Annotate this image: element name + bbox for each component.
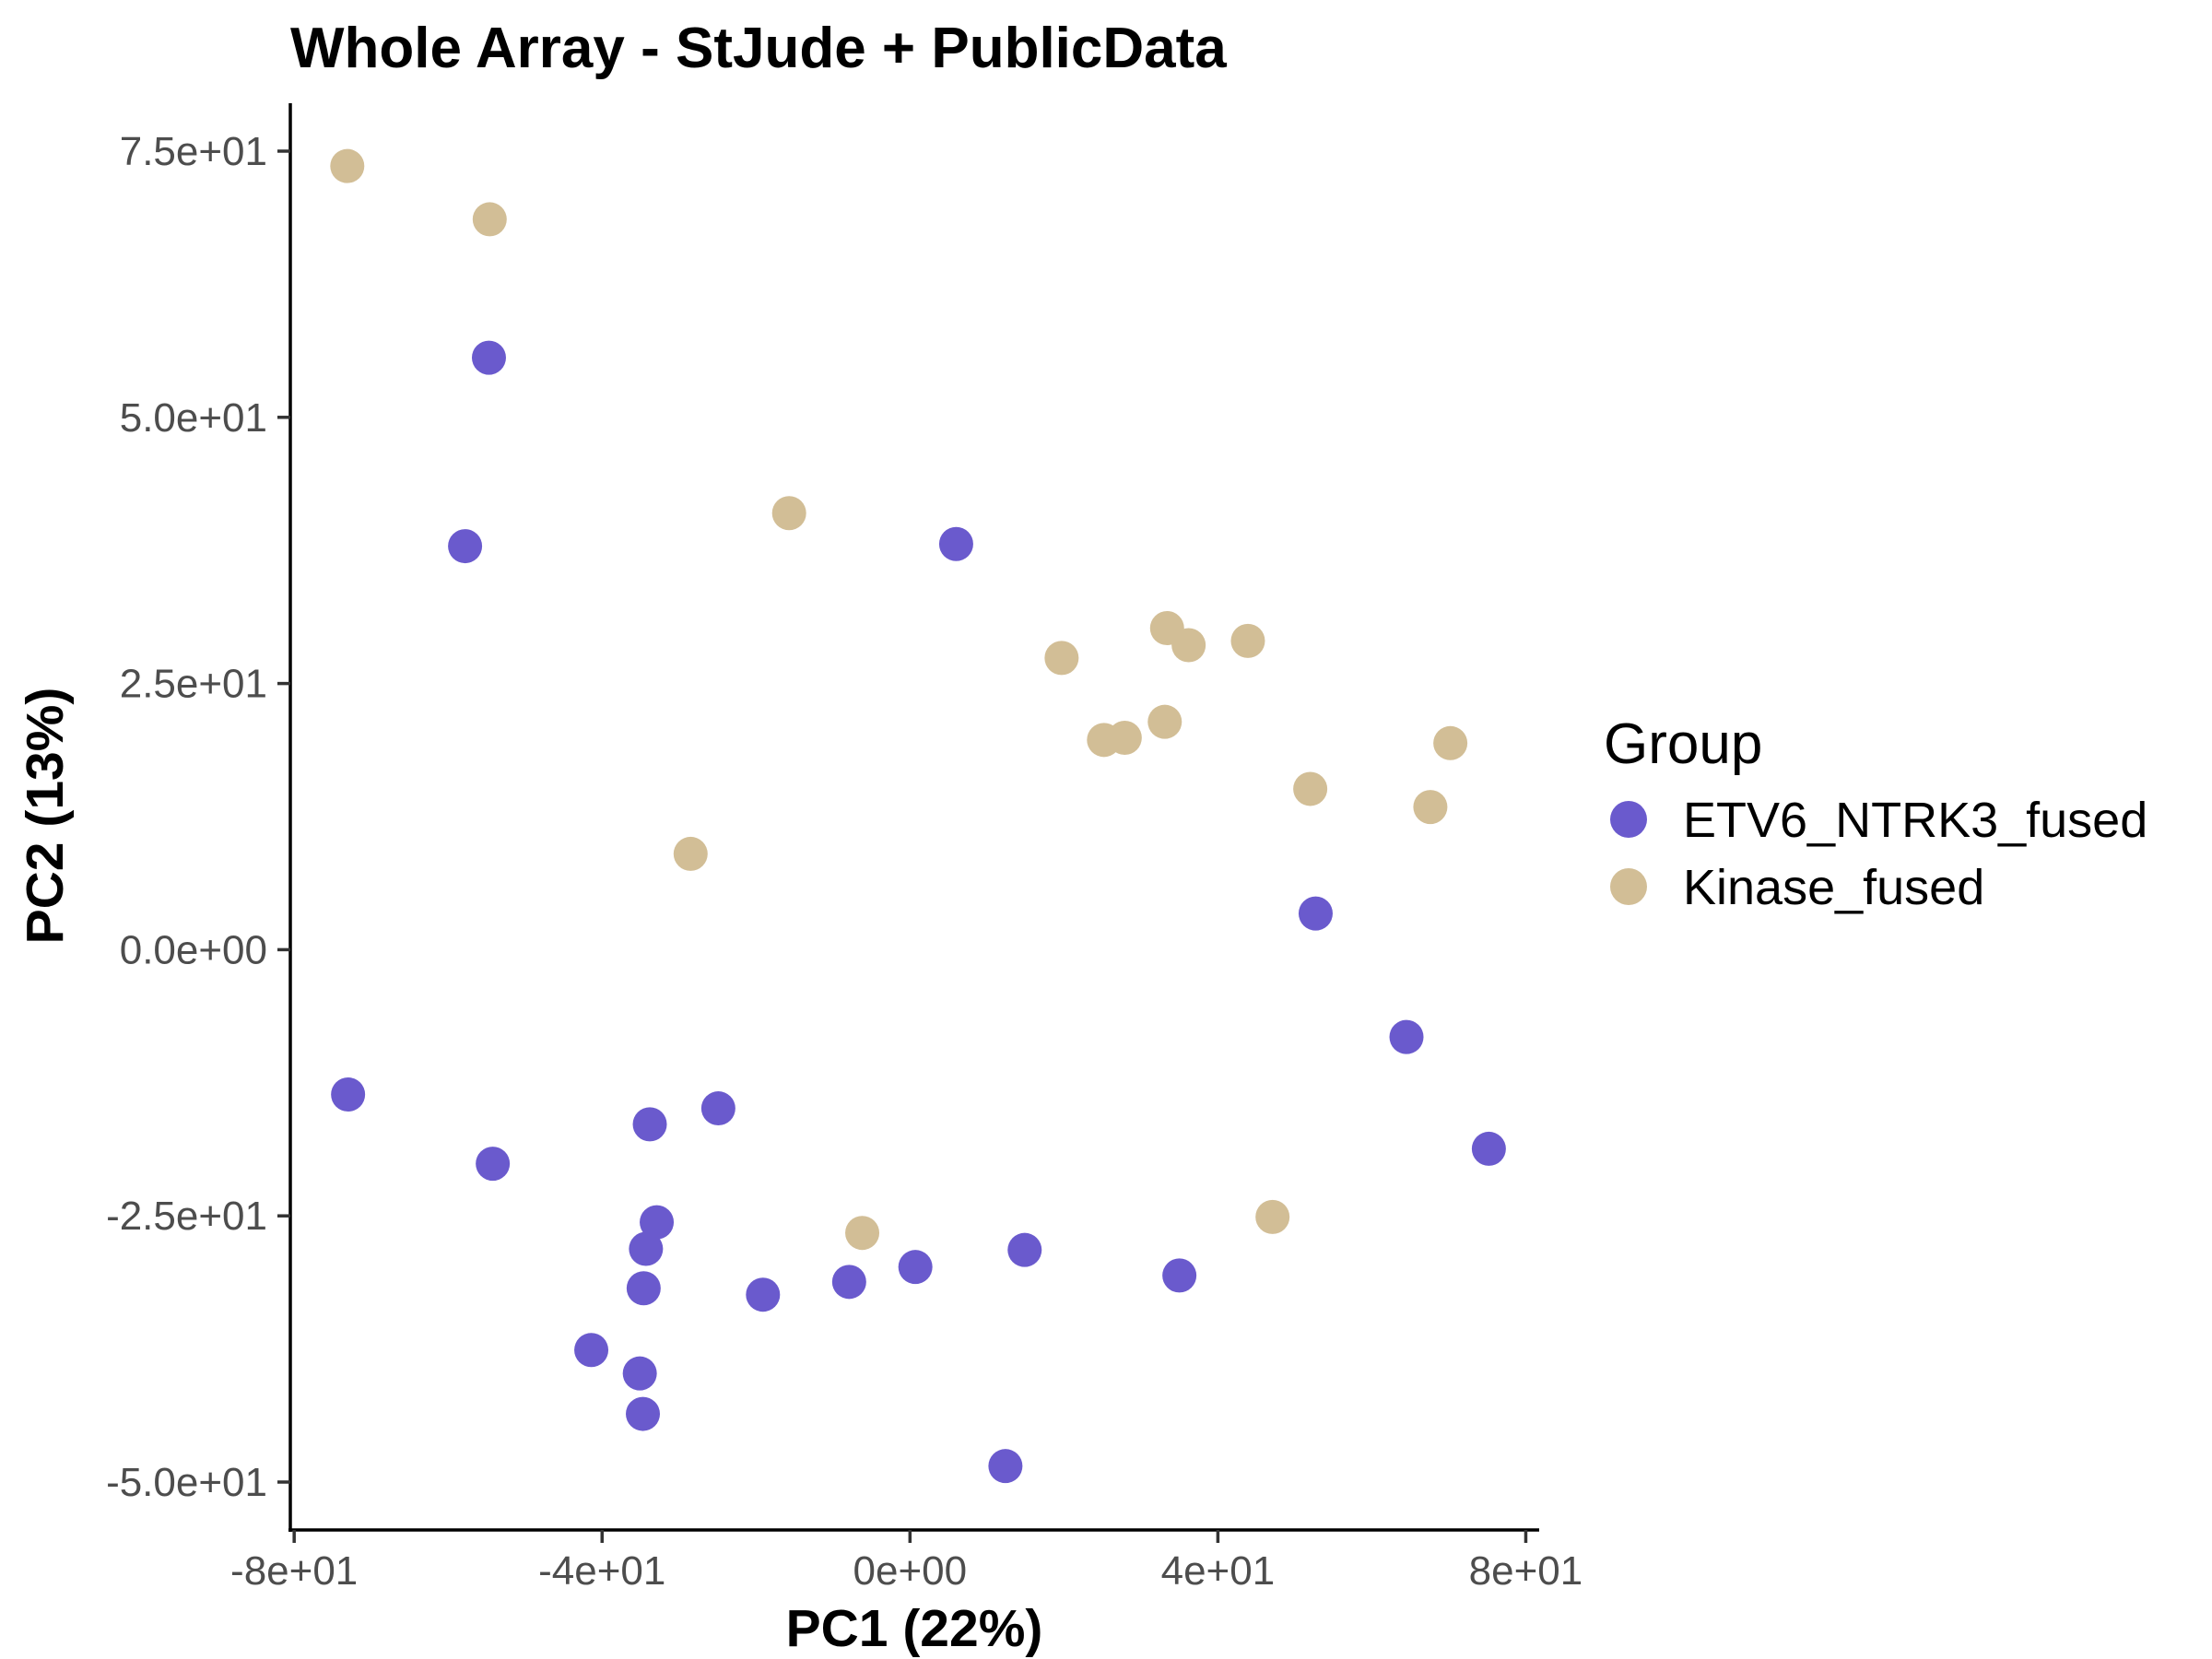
kinase-fused-point bbox=[330, 148, 365, 183]
etv6-ntrk3-fused-point bbox=[574, 1333, 609, 1368]
etv6-ntrk3-fused-point bbox=[898, 1250, 933, 1285]
kinase-fused-point bbox=[1044, 641, 1079, 676]
legend-key-kinase-fused bbox=[1610, 868, 1647, 905]
kinase-fused-point bbox=[1107, 721, 1142, 756]
etv6-ntrk3-fused-point bbox=[622, 1356, 657, 1391]
y-tick-label: 2.5e+01 bbox=[120, 662, 267, 707]
kinase-fused-point bbox=[472, 202, 507, 237]
kinase-fused-point bbox=[1230, 623, 1265, 658]
y-axis-title: PC2 (13%) bbox=[16, 688, 75, 945]
etv6-ntrk3-fused-point bbox=[1007, 1232, 1042, 1267]
etv6-ntrk3-fused-point bbox=[632, 1107, 667, 1142]
etv6-ntrk3-fused-point bbox=[626, 1396, 661, 1431]
etv6-ntrk3-fused-point bbox=[1162, 1258, 1197, 1293]
x-tick-label: 0e+00 bbox=[853, 1548, 968, 1594]
legend-label: ETV6_NTRK3_fused bbox=[1683, 793, 2147, 848]
kinase-fused-point bbox=[1255, 1199, 1290, 1234]
etv6-ntrk3-fused-point bbox=[988, 1449, 1023, 1484]
etv6-ntrk3-fused-point bbox=[1389, 1019, 1424, 1054]
etv6-ntrk3-fused-point bbox=[700, 1091, 735, 1126]
legend: Group ETV6_NTRK3_fused Kinase_fused bbox=[1604, 712, 2147, 915]
etv6-ntrk3-fused-point bbox=[448, 529, 483, 564]
chart-title: Whole Array - StJude + PublicData bbox=[290, 17, 1227, 80]
etv6-ntrk3-fused-point bbox=[640, 1205, 675, 1240]
etv6-ntrk3-fused-point bbox=[626, 1271, 661, 1306]
y-tick-label: 5.0e+01 bbox=[120, 395, 267, 441]
etv6-ntrk3-fused-point bbox=[938, 526, 973, 561]
y-tick-label: -2.5e+01 bbox=[106, 1194, 267, 1239]
kinase-fused-point bbox=[771, 496, 806, 531]
kinase-fused-point bbox=[1413, 790, 1448, 825]
kinase-fused-point bbox=[673, 836, 708, 871]
kinase-fused-point bbox=[1293, 771, 1328, 806]
y-tick-label: 7.5e+01 bbox=[120, 129, 267, 174]
etv6-ntrk3-fused-point bbox=[476, 1147, 511, 1182]
y-tick-label: -5.0e+01 bbox=[106, 1460, 267, 1505]
x-axis-ticks: -8e+01 -4e+01 0e+00 4e+01 8e+01 bbox=[230, 1530, 1583, 1594]
etv6-ntrk3-fused-point bbox=[471, 340, 506, 375]
etv6-ntrk3-fused-point bbox=[746, 1277, 781, 1312]
etv6-ntrk3-fused-point bbox=[629, 1231, 664, 1266]
x-tick-label: 8e+01 bbox=[1469, 1548, 1583, 1594]
y-tick-label: 0.0e+00 bbox=[120, 927, 267, 972]
legend-key-etv6-ntrk3-fused bbox=[1610, 801, 1647, 838]
y-axis-ticks: 7.5e+01 5.0e+01 2.5e+01 0.0e+00 -2.5e+01 -5.0… bbox=[106, 129, 290, 1505]
etv6-ntrk3-fused-point bbox=[831, 1265, 866, 1300]
kinase-fused-point bbox=[1147, 704, 1182, 739]
etv6-ntrk3-fused-point bbox=[331, 1077, 366, 1112]
etv6-ntrk3-fused-point bbox=[1298, 896, 1333, 931]
kinase-fused-point bbox=[845, 1216, 880, 1251]
x-tick-label: -8e+01 bbox=[230, 1548, 358, 1594]
legend-label: Kinase_fused bbox=[1683, 860, 1984, 915]
x-axis-title: PC1 (22%) bbox=[786, 1599, 1043, 1658]
legend-title: Group bbox=[1604, 712, 1762, 776]
x-tick-label: -4e+01 bbox=[538, 1548, 665, 1594]
plot-panel bbox=[330, 148, 1506, 1484]
kinase-fused-point bbox=[1171, 628, 1206, 663]
etv6-ntrk3-fused-point bbox=[1471, 1131, 1506, 1166]
x-tick-label: 4e+01 bbox=[1161, 1548, 1276, 1594]
kinase-fused-point bbox=[1433, 725, 1468, 760]
